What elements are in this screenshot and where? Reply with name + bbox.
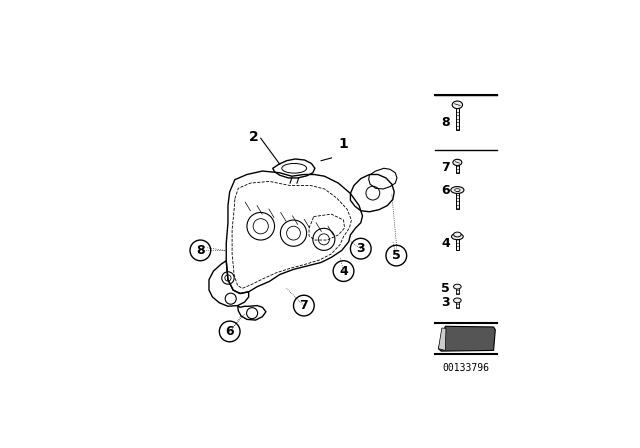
Bar	[456, 164, 459, 173]
Text: 7: 7	[441, 161, 450, 174]
Text: 8: 8	[441, 116, 450, 129]
Ellipse shape	[453, 159, 462, 165]
Text: 6: 6	[225, 325, 234, 338]
Text: 5: 5	[392, 249, 401, 262]
Text: 4: 4	[339, 265, 348, 278]
Ellipse shape	[452, 101, 463, 108]
Text: 5: 5	[441, 282, 450, 295]
Text: 3: 3	[441, 296, 450, 309]
Ellipse shape	[451, 233, 463, 240]
Ellipse shape	[454, 284, 461, 289]
Bar	[456, 106, 459, 129]
Text: 3: 3	[356, 242, 365, 255]
Bar	[456, 301, 459, 308]
Polygon shape	[438, 326, 495, 351]
Text: 2: 2	[249, 130, 259, 144]
Text: 8: 8	[196, 244, 205, 257]
Bar	[456, 237, 459, 250]
Text: 4: 4	[441, 237, 450, 250]
Text: 6: 6	[441, 184, 450, 197]
Text: 00133796: 00133796	[442, 363, 490, 373]
Bar	[456, 188, 459, 209]
Polygon shape	[438, 328, 446, 350]
Ellipse shape	[454, 232, 461, 237]
Text: 7: 7	[300, 299, 308, 312]
Ellipse shape	[451, 186, 464, 194]
Bar	[456, 287, 459, 294]
Ellipse shape	[454, 298, 461, 303]
Text: 1: 1	[339, 137, 348, 151]
